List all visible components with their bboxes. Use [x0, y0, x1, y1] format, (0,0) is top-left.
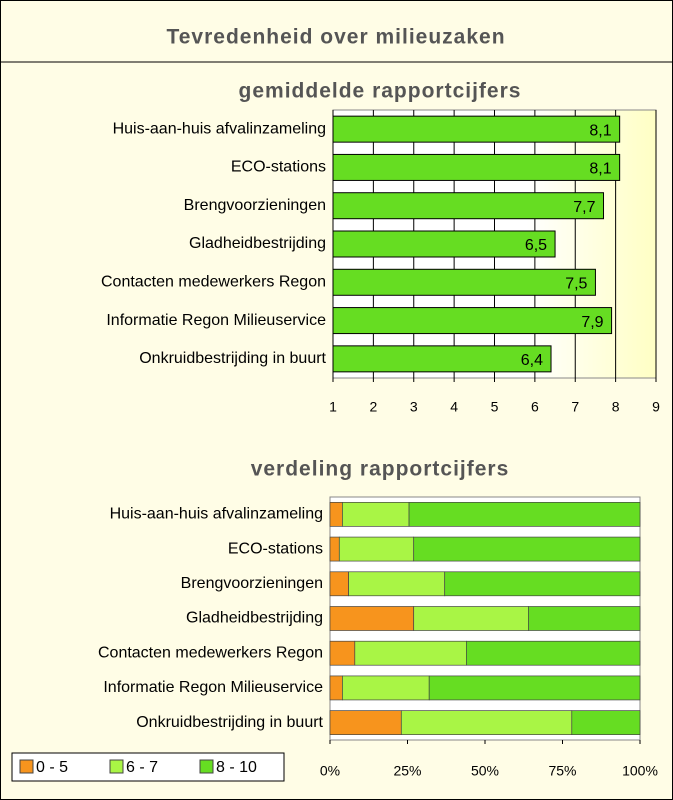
value-label: 7,5	[565, 276, 587, 293]
x-tick-label: 9	[652, 399, 660, 415]
value-label: 6,4	[521, 352, 543, 369]
category-label: Brengvoorzieningen	[181, 575, 323, 592]
x-tick-label: 7	[571, 399, 579, 415]
bar-segment	[329, 571, 349, 597]
category-label: Gladheidbestrijding	[186, 610, 323, 627]
chart-title: gemiddelde rapportcijfers	[239, 80, 522, 103]
bar-segment	[342, 675, 430, 701]
x-tick-label: 5	[491, 399, 499, 415]
bar-segment	[329, 710, 402, 735]
bar-segment	[428, 675, 641, 701]
bar	[332, 192, 605, 220]
legend-label: 6 - 7	[126, 759, 158, 776]
category-label: Informatie Regon Milieuservice	[106, 312, 326, 329]
bar-segment	[329, 675, 343, 701]
x-tick-label: 2	[369, 399, 377, 415]
value-label: 7,7	[573, 199, 595, 216]
bar	[332, 268, 596, 296]
bar-segment	[338, 536, 415, 562]
category-label: Huis-aan-huis afvalinzameling	[110, 506, 323, 523]
x-tick-label: 1	[329, 399, 337, 415]
x-tick-label: 6	[531, 399, 539, 415]
x-tick-label: 50%	[471, 763, 499, 779]
x-tick-label: 0%	[320, 763, 340, 779]
category-label: Onkruidbestrijding in buurt	[139, 350, 326, 367]
legend-label: 0 - 5	[36, 759, 68, 776]
bar-segment	[342, 502, 410, 527]
bar-segment	[354, 640, 467, 666]
bar-segment	[329, 606, 415, 631]
bar-segment	[571, 710, 641, 735]
bar-segment	[329, 640, 356, 666]
legend-swatch	[199, 759, 214, 774]
bar-segment	[444, 571, 641, 597]
x-tick-label: 75%	[548, 763, 576, 779]
bar	[332, 307, 613, 335]
x-tick-label: 100%	[622, 763, 658, 779]
bar-segment	[413, 606, 529, 631]
bar-segment	[348, 571, 446, 597]
legend-box	[11, 752, 285, 782]
category-label: Informatie Regon Milieuservice	[103, 679, 323, 696]
bar-segment	[466, 640, 641, 666]
category-label: Gladheidbestrijding	[189, 235, 326, 252]
category-label: Huis-aan-huis afvalinzameling	[113, 120, 326, 137]
legend-label: 8 - 10	[216, 759, 257, 776]
header-title: Tevredenheid over milieuzaken	[166, 26, 505, 49]
value-label: 7,9	[581, 314, 603, 331]
bar-segment	[528, 606, 641, 631]
x-tick-label: 3	[410, 399, 418, 415]
x-tick-label: 8	[612, 399, 620, 415]
chart-title: verdeling rapportcijfers	[251, 458, 510, 481]
category-label: Onkruidbestrijding in buurt	[136, 714, 323, 731]
value-label: 8,1	[589, 161, 611, 178]
bar-segment	[413, 536, 641, 562]
bar-segment	[408, 502, 641, 527]
x-tick-label: 4	[450, 399, 458, 415]
category-label: ECO-stations	[231, 159, 326, 176]
bar-segment	[400, 710, 573, 735]
bar-segment	[329, 502, 343, 527]
category-label: Brengvoorzieningen	[184, 197, 326, 214]
category-label: Contacten medewerkers Regon	[101, 274, 326, 291]
bar-segment	[329, 536, 340, 562]
value-label: 8,1	[589, 122, 611, 139]
category-label: ECO-stations	[228, 540, 323, 557]
value-label: 6,5	[525, 237, 547, 254]
bar	[332, 345, 552, 373]
x-tick-label: 25%	[393, 763, 421, 779]
bar	[332, 115, 621, 143]
category-label: Contacten medewerkers Regon	[98, 644, 323, 661]
legend-swatch	[19, 759, 34, 774]
bar	[332, 153, 621, 181]
bar	[332, 230, 556, 258]
legend-swatch	[109, 759, 124, 774]
